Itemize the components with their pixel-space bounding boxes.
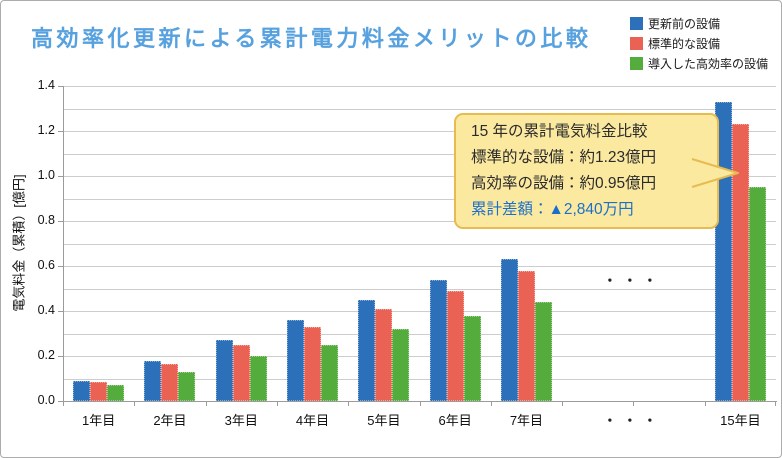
x-category-label: 7年目 xyxy=(509,413,544,428)
legend-label: 更新前の設備 xyxy=(648,16,721,31)
bar xyxy=(178,371,196,401)
gridline xyxy=(63,176,776,177)
x-tick xyxy=(704,401,706,406)
y-tick xyxy=(58,266,63,267)
legend-swatch-icon xyxy=(630,56,643,70)
legend-item: 更新前の設備 xyxy=(630,13,768,33)
y-tick xyxy=(58,176,63,177)
bar xyxy=(534,302,552,401)
x-category-label: 15年目 xyxy=(720,413,761,428)
x-category-label: 3年目 xyxy=(224,413,258,428)
x-tick xyxy=(490,401,492,406)
bar xyxy=(287,320,305,401)
callout-pointer-icon xyxy=(691,158,739,188)
y-tick-label: 1.2 xyxy=(37,123,55,137)
y-tick xyxy=(58,401,63,402)
gridline xyxy=(63,288,776,290)
gridline xyxy=(63,131,776,132)
x-category-label: 6年目 xyxy=(438,413,472,428)
y-tick xyxy=(58,131,63,132)
y-axis-line xyxy=(63,86,64,401)
bar xyxy=(107,385,125,401)
bar xyxy=(232,344,250,401)
y-tick xyxy=(58,311,63,312)
x-category-label: 1年目 xyxy=(82,413,116,428)
gridline xyxy=(63,333,776,335)
gridline xyxy=(63,221,776,222)
callout-text-line: 標準的な設備：約1.23億円 xyxy=(471,149,657,166)
bar xyxy=(429,279,447,401)
bar xyxy=(249,356,267,401)
y-tick-label: 0.6 xyxy=(37,258,55,272)
y-axis-title: 電気料金（累積）[億円] xyxy=(11,174,27,312)
bar xyxy=(215,340,233,401)
x-tick xyxy=(134,401,136,406)
bar xyxy=(463,315,481,401)
callout-text-line: 高効率の設備：約0.95億円 xyxy=(471,175,657,192)
legend-item: 導入した高効率の設備 xyxy=(630,53,768,73)
gridline xyxy=(63,243,776,245)
bar xyxy=(304,326,322,401)
x-tick xyxy=(205,401,207,406)
callout-annotation: 15 年の累計電気料金比較 標準的な設備：約1.23億円 高効率の設備：約0.95億… xyxy=(454,113,719,229)
x-tick xyxy=(348,401,350,406)
legend-swatch-icon xyxy=(630,16,643,30)
x-tick xyxy=(633,401,635,406)
y-tick xyxy=(58,86,63,87)
series-gap-dots: ・・・ xyxy=(603,273,664,288)
x-tick xyxy=(562,401,564,406)
gridline xyxy=(63,311,776,312)
x-tick xyxy=(419,401,421,406)
bar xyxy=(321,344,339,401)
gridline xyxy=(63,198,776,200)
legend-label: 導入した高効率の設備 xyxy=(648,56,769,71)
x-tick xyxy=(63,401,64,406)
gridline xyxy=(63,108,776,110)
x-category-gap-label: ・・・ xyxy=(603,413,664,428)
gridline xyxy=(63,153,776,155)
callout-highlight-line: 累計差額：▲2,840万円 xyxy=(471,201,634,218)
bar xyxy=(731,124,749,401)
gridline xyxy=(63,356,776,357)
gridline xyxy=(63,266,776,267)
bar xyxy=(500,259,518,401)
legend-label: 標準的な設備 xyxy=(648,36,721,51)
y-tick xyxy=(58,221,63,222)
gridline xyxy=(63,86,776,87)
y-tick-label: 0.8 xyxy=(37,213,55,227)
y-tick-label: 1.4 xyxy=(37,78,55,92)
y-tick-label: 1.0 xyxy=(37,168,55,182)
bar xyxy=(446,290,464,401)
bar xyxy=(144,360,162,401)
x-category-label: 4年目 xyxy=(295,413,330,428)
bar xyxy=(748,187,766,401)
x-tick xyxy=(775,401,776,406)
legend-item: 標準的な設備 xyxy=(630,33,768,53)
bar xyxy=(358,299,376,401)
x-category-label: 2年目 xyxy=(153,413,187,428)
bar xyxy=(375,308,393,401)
bar xyxy=(517,270,535,401)
bar xyxy=(73,380,91,401)
y-tick xyxy=(58,356,63,357)
y-tick-label: 0.4 xyxy=(37,303,55,317)
x-category-label: 5年目 xyxy=(367,413,401,428)
gridline xyxy=(63,378,776,380)
legend: 更新前の設備 標準的な設備導入した高効率の設備 xyxy=(630,13,768,73)
bar xyxy=(392,329,410,401)
x-tick xyxy=(276,401,278,406)
bar xyxy=(161,363,179,401)
callout-pointer-shape xyxy=(691,158,739,188)
bar xyxy=(90,381,108,401)
legend-swatch-icon xyxy=(630,36,643,50)
chart-title: 高効率化更新による累計電力料金メリットの比較 xyxy=(31,26,592,51)
y-tick-label: 0.2 xyxy=(37,348,55,362)
callout-text-line: 15 年の累計電気料金比較 xyxy=(471,123,648,140)
y-tick-label: 0.0 xyxy=(37,393,55,407)
